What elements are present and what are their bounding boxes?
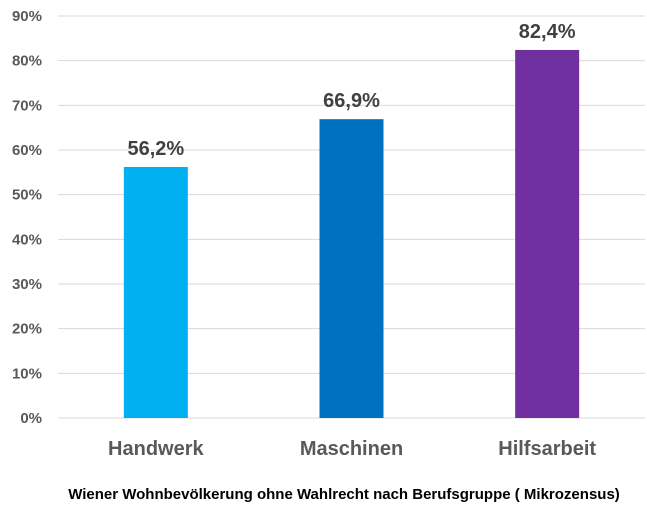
y-tick-label: 60% [12,142,42,159]
y-tick-label: 90% [12,8,42,25]
y-tick-label: 80% [12,53,42,70]
data-label: 82,4% [519,21,576,43]
bar-handwerk [123,166,188,418]
y-tick-label: 20% [12,321,42,338]
y-tick-label: 40% [12,231,42,248]
y-axis: 0% 10% 20% 30% 40% 50% 60% 70% 80% 90% [12,8,42,427]
y-tick-label: 10% [12,365,42,382]
x-tick-label: Hilfsarbeit [498,438,596,460]
bar-maschinen [319,119,384,419]
y-tick-label: 30% [12,276,42,293]
data-label: 56,2% [127,138,184,160]
bars [123,49,580,419]
y-tick-label: 50% [12,187,42,204]
x-tick-label: Maschinen [300,438,403,460]
x-axis: Handwerk Maschinen Hilfsarbeit [108,438,596,460]
bar-hilfsarbeit [515,49,580,419]
y-tick-label: 70% [12,97,42,114]
y-tick-label: 0% [20,410,42,427]
x-tick-label: Handwerk [108,438,204,460]
data-label: 66,9% [323,90,380,112]
data-labels: 56,2% 66,9% 82,4% [127,21,575,160]
chart-title: Wiener Wohnbevölkerung ohne Wahlrecht na… [68,486,620,503]
